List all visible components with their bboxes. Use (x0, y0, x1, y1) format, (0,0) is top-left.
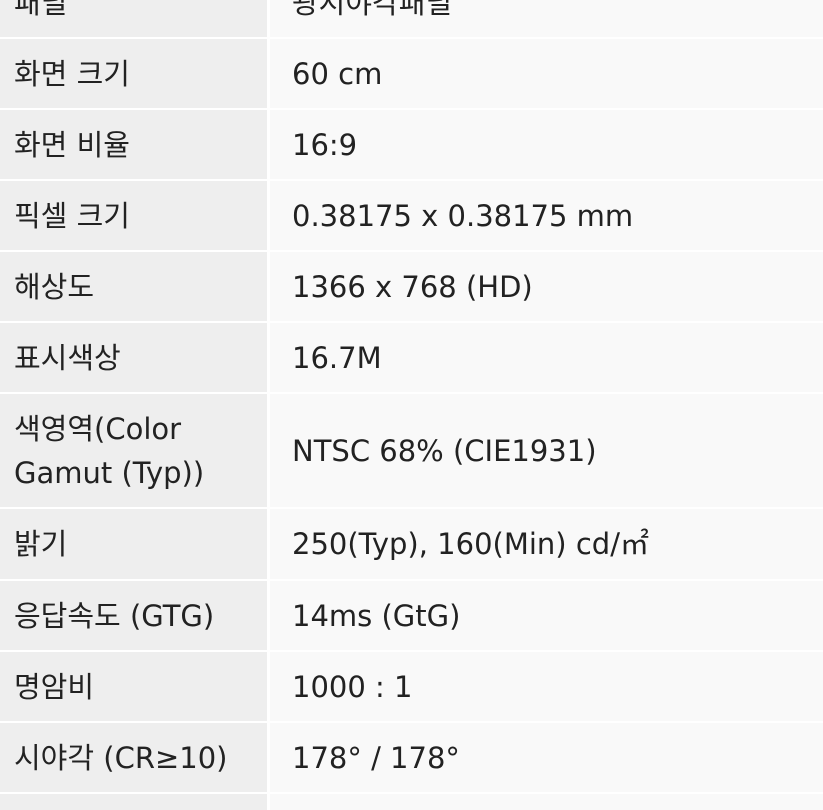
spec-label: 해상도 (0, 252, 270, 321)
spec-row-brightness: 밝기 250(Typ), 160(Min) cd/㎡ (0, 509, 823, 581)
spec-label: 명암비 (0, 652, 270, 721)
spec-row-screen-size: 화면 크기 60 cm (0, 39, 823, 110)
spec-value: 광시야각패널 (270, 0, 823, 37)
spec-row-response-time: 응답속도 (GTG) 14ms (GtG) (0, 581, 823, 652)
spec-value: 0.38175 x 0.38175 mm (270, 181, 823, 250)
spec-label: 화면 비율 (0, 110, 270, 179)
spec-row-display-colors: 표시색상 16.7M (0, 323, 823, 394)
spec-row-contrast-ratio: 명암비 1000 : 1 (0, 652, 823, 723)
spec-value-empty (270, 794, 823, 810)
spec-value: 60 cm (270, 39, 823, 108)
spec-label: 시야각 (CR≥10) (0, 723, 270, 792)
spec-label: 패널 (0, 0, 270, 37)
spec-row-color-gamut: 색영역(Color Gamut (Typ)) NTSC 68% (CIE1931… (0, 394, 823, 509)
spec-value: 16.7M (270, 323, 823, 392)
spec-label: 화면 크기 (0, 39, 270, 108)
spec-value: 16:9 (270, 110, 823, 179)
spec-label: 표시색상 (0, 323, 270, 392)
spec-value: NTSC 68% (CIE1931) (270, 394, 823, 507)
spec-row-viewing-angle: 시야각 (CR≥10) 178° / 178° (0, 723, 823, 794)
spec-row-panel: 패널 광시야각패널 (0, 0, 823, 39)
spec-value: 1000 : 1 (270, 652, 823, 721)
spec-row-aspect-ratio: 화면 비율 16:9 (0, 110, 823, 181)
spec-value: 178° / 178° (270, 723, 823, 792)
spec-label: 픽셀 크기 (0, 181, 270, 250)
spec-row-pixel-size: 픽셀 크기 0.38175 x 0.38175 mm (0, 181, 823, 252)
spec-value: 250(Typ), 160(Min) cd/㎡ (270, 509, 823, 579)
spec-value: 1366 x 768 (HD) (270, 252, 823, 321)
spec-label: 밝기 (0, 509, 270, 579)
spec-label: 응답속도 (GTG) (0, 581, 270, 650)
spec-label-empty (0, 794, 270, 810)
spec-row-next-partial (0, 794, 823, 810)
spec-value: 14ms (GtG) (270, 581, 823, 650)
spec-row-resolution: 해상도 1366 x 768 (HD) (0, 252, 823, 323)
spec-label: 색영역(Color Gamut (Typ)) (0, 394, 270, 507)
